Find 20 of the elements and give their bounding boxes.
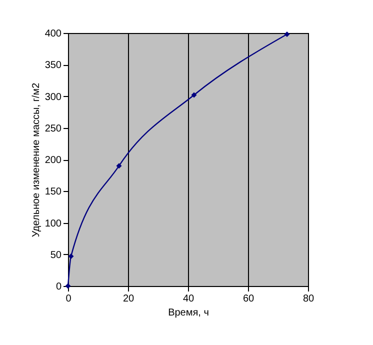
y-tick-label: 100 xyxy=(44,218,62,230)
y-tick-label: 300 xyxy=(44,92,62,103)
x-tick-label: 20 xyxy=(122,294,134,304)
y-tick-label: 250 xyxy=(44,123,62,134)
x-axis-title: Время, ч xyxy=(168,308,209,318)
point xyxy=(65,283,71,289)
point xyxy=(191,92,197,98)
y-tick-label: 50 xyxy=(50,250,62,261)
y-tick-label: 0 xyxy=(56,282,62,292)
x-tick-label: 40 xyxy=(182,294,194,304)
y-tick-label: 150 xyxy=(44,186,62,198)
x-tick-label: 60 xyxy=(242,294,254,304)
point xyxy=(116,163,122,169)
x-tick-label: 0 xyxy=(66,294,72,304)
y-axis-title: Удельное изменение массы, г/м2 xyxy=(30,82,42,238)
y-tick-label: 350 xyxy=(44,60,62,72)
x-tick-label: 80 xyxy=(302,294,314,304)
y-tick-label: 200 xyxy=(44,155,62,166)
y-tick-label: 400 xyxy=(44,28,62,40)
point xyxy=(68,254,74,260)
